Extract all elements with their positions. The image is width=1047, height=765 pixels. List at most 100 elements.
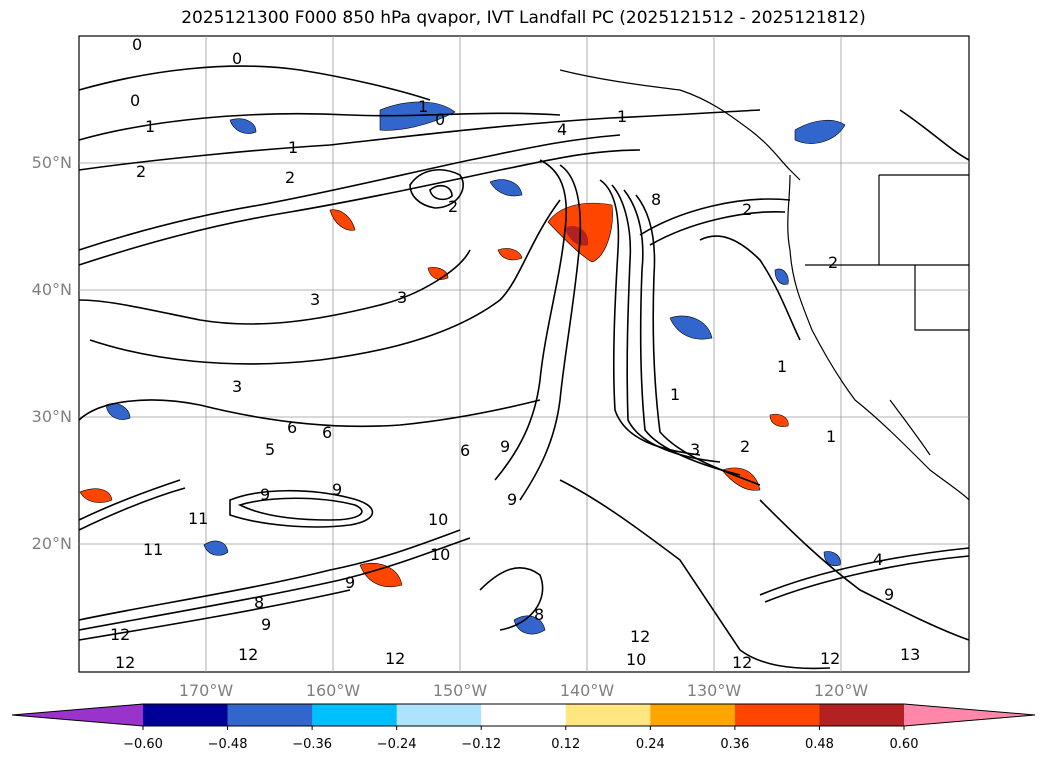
contour-label: 2 [136, 162, 146, 181]
contour-label-group: 0 0 0 0 1 1 1 1 2 2 2 3 3 3 4 2 2 1 1 5 … [110, 35, 920, 672]
colorbar-segment [396, 704, 482, 726]
colorbar-tick-label: −0.24 [376, 737, 417, 752]
colorbar [11, 703, 1036, 730]
contour-label: 12 [820, 649, 840, 668]
chart-title: 2025121300 F000 850 hPa qvapor, IVT Land… [181, 8, 866, 28]
anomaly-blob [203, 540, 229, 556]
contour-label: 9 [507, 490, 517, 509]
anomaly-blob [329, 209, 356, 231]
contour-label: 9 [345, 573, 355, 592]
contour-label: 3 [690, 440, 700, 459]
lat-label-30: 30°N [31, 407, 72, 426]
contour-line [429, 184, 453, 201]
contour-line [78, 479, 181, 521]
contour-label: 10 [430, 545, 450, 564]
contour-label: 2 [285, 168, 295, 187]
contour-label: 4 [873, 550, 883, 569]
colorbar-segment [312, 704, 398, 726]
contour-label: 12 [385, 649, 405, 668]
contour-label: 1 [670, 385, 680, 404]
coastlines [559, 69, 970, 501]
contour-line [78, 65, 431, 101]
anomaly-blob [565, 225, 589, 246]
colorbar-segment [481, 704, 567, 726]
anomaly-blob [823, 551, 841, 567]
colorbar-tick-label: 0.60 [889, 737, 919, 752]
graticule [79, 36, 969, 672]
contour-line [649, 210, 786, 246]
contour-label: 9 [260, 485, 270, 504]
contour-label: 9 [261, 615, 271, 634]
lat-label-20: 20°N [31, 534, 72, 553]
alaska-coast [559, 69, 801, 181]
contour-line [699, 235, 801, 341]
lon-label-130: 130°W [686, 681, 742, 700]
colorbar-segment [650, 704, 736, 726]
contour-label: 0 [130, 91, 140, 110]
contour-label: 12 [732, 653, 752, 672]
colorbar-segment [227, 704, 313, 726]
colorbar-segment [819, 704, 905, 726]
contour-label: 2 [448, 197, 458, 216]
west-coast [787, 174, 970, 501]
contour-label: 1 [288, 138, 298, 157]
colorbar-tick-label: −0.12 [461, 737, 502, 752]
contour-label: 8 [254, 593, 264, 612]
anomaly-blob [769, 413, 789, 427]
colorbar-extend-high [904, 704, 1035, 726]
contour-line [78, 487, 186, 531]
contour-line [759, 499, 970, 641]
contour-line [78, 134, 621, 251]
colorbar-tick-label: −0.60 [123, 737, 163, 752]
contour-line [78, 109, 761, 171]
anomaly-blob [229, 118, 257, 134]
contour-label: 5 [265, 440, 275, 459]
contour-line [89, 199, 561, 365]
contour-label: 11 [188, 509, 208, 528]
contour-label: 12 [110, 625, 130, 644]
contour-line [623, 189, 741, 476]
anomaly-blob [497, 248, 523, 261]
anomaly-blob [489, 179, 523, 197]
contour-label: 8 [651, 190, 661, 209]
contour-label: 1 [418, 97, 428, 116]
contour-label: 0 [232, 49, 242, 68]
colorbar-tick-label: 0.48 [804, 737, 834, 752]
contour-label: 12 [115, 653, 135, 672]
contour-line [635, 194, 761, 486]
lon-label-160: 160°W [305, 681, 361, 700]
lat-label-40: 40°N [31, 280, 72, 299]
contour-lines [78, 65, 970, 670]
contour-label: 3 [397, 288, 407, 307]
contour-line [519, 164, 582, 501]
contour-label: 9 [500, 437, 510, 456]
contour-label: 2 [740, 437, 750, 456]
contour-label: 3 [232, 377, 242, 396]
contour-line [559, 479, 831, 670]
contour-line [78, 537, 471, 631]
contour-label: 1 [777, 357, 787, 376]
anomaly-blob [774, 268, 789, 285]
anomaly-blob [359, 563, 403, 588]
contour-label: 0 [132, 35, 142, 54]
contour-label: 6 [322, 423, 332, 442]
contour-label: 6 [460, 441, 470, 460]
contour-label: 12 [630, 627, 650, 646]
contour-line [78, 149, 641, 266]
colorbar-extend-low [12, 704, 143, 726]
anomaly-blob [669, 315, 713, 340]
lon-label-150: 150°W [432, 681, 488, 700]
contour-line [78, 249, 471, 325]
contour-label: 9 [884, 585, 894, 604]
contour-line [899, 109, 970, 161]
colorbar-tick-label: 0.36 [720, 737, 750, 752]
contour-label: 9 [332, 480, 342, 499]
state-border [914, 265, 969, 331]
lon-label-140: 140°W [559, 681, 615, 700]
contour-label: 3 [310, 290, 320, 309]
colorbar-segment [565, 704, 651, 726]
anomaly-blob [379, 101, 456, 131]
contour-label: 13 [900, 645, 920, 664]
lon-label-170: 170°W [178, 681, 234, 700]
contour-line [78, 112, 561, 141]
